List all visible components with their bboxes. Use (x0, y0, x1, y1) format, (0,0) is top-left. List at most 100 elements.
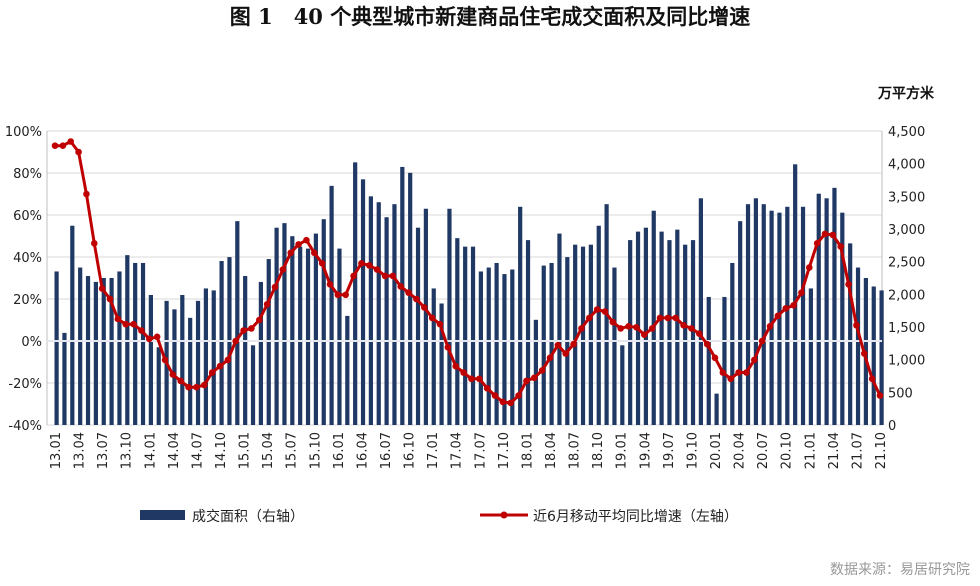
legend-line-marker (500, 511, 508, 519)
bar (824, 198, 829, 425)
right-tick-label: 1,500 (888, 321, 925, 336)
line-marker (169, 371, 177, 378)
line-series (51, 138, 884, 407)
line-marker (208, 369, 216, 376)
right-axis-unit: 万平方米 (877, 85, 935, 102)
line-marker (876, 392, 884, 399)
line-marker (240, 327, 247, 334)
line-marker (232, 337, 240, 345)
line-marker (193, 383, 200, 391)
bar (117, 271, 122, 425)
line-marker (868, 375, 876, 383)
line-marker (475, 375, 483, 383)
bar (408, 172, 413, 425)
x-tick-label: 18.07 (568, 432, 583, 469)
x-tick-label: 21.07 (850, 432, 865, 469)
bar (360, 179, 366, 425)
bar (203, 288, 208, 425)
bar (156, 347, 161, 425)
bar (235, 221, 240, 425)
x-tick-label: 21.01 (803, 432, 818, 469)
line-marker (358, 260, 365, 267)
x-tick-label: 14.01 (143, 432, 158, 469)
bar (423, 208, 428, 425)
right-tick-label: 1,000 (888, 354, 925, 369)
bar (549, 262, 554, 425)
line-marker (303, 236, 310, 244)
legend-bar-swatch (140, 510, 185, 520)
line-marker (798, 289, 805, 297)
line-marker (585, 314, 593, 322)
bar (730, 262, 735, 425)
line-marker (318, 260, 326, 267)
line-marker (295, 241, 302, 248)
left-tick-label: 80% (13, 167, 42, 182)
bar (376, 202, 381, 425)
bar (848, 243, 853, 425)
bar (745, 204, 751, 425)
bar (329, 185, 334, 425)
bar (180, 294, 185, 425)
left-tick-label: 0% (21, 335, 42, 350)
line-marker (405, 289, 412, 297)
line-marker (656, 314, 664, 322)
line-marker (562, 350, 570, 357)
line-marker (625, 323, 632, 330)
line-marker (468, 375, 475, 383)
bar (384, 217, 389, 425)
line-marker (153, 333, 161, 341)
bar (533, 319, 538, 425)
left-tick-label: -40% (8, 419, 42, 434)
line-marker (711, 354, 719, 362)
bar-series (54, 162, 884, 426)
line-marker (216, 362, 224, 370)
source-note: 数据来源：易居研究院 (830, 562, 970, 578)
x-tick-label: 15.10 (308, 432, 323, 469)
line-marker (287, 249, 295, 257)
line-marker (271, 283, 279, 291)
bar (722, 296, 727, 425)
line-marker (373, 266, 381, 273)
bar (305, 248, 311, 425)
bar (494, 262, 499, 425)
line-marker (365, 262, 373, 269)
line-marker (342, 291, 350, 299)
bar (667, 240, 672, 425)
bar (93, 281, 98, 425)
line-marker (672, 314, 680, 322)
x-tick-label: 17.10 (497, 432, 512, 469)
line-marker (601, 308, 609, 315)
line-marker (452, 362, 460, 370)
bar (871, 286, 876, 425)
bar (612, 267, 617, 425)
bar (415, 227, 421, 425)
bar (258, 281, 263, 425)
right-tick-label: 2,500 (888, 256, 925, 271)
bar (580, 246, 586, 425)
line-marker (719, 369, 727, 376)
x-tick-label: 15.07 (285, 432, 300, 469)
bar (761, 204, 766, 425)
left-tick-label: 20% (13, 293, 42, 308)
bar (109, 278, 114, 425)
bar (596, 225, 601, 425)
x-tick-label: 14.07 (190, 432, 205, 469)
x-tick-label: 15.01 (238, 432, 253, 469)
bar (738, 221, 743, 425)
line-marker (59, 142, 67, 149)
bar (337, 248, 342, 425)
line-marker (609, 318, 617, 326)
x-tick-label: 19.01 (615, 432, 630, 469)
right-tick-label: 0 (888, 419, 896, 434)
x-tick-label: 16.10 (403, 432, 418, 469)
line-marker (680, 321, 687, 329)
right-tick-label: 3,500 (888, 190, 925, 205)
bar (148, 294, 153, 425)
line-marker (130, 320, 137, 328)
left-axis: 100% 80% 60% 40% 20% 0% -20% -40% (5, 125, 42, 434)
x-tick-label: 19.04 (638, 432, 653, 469)
bar (690, 240, 696, 425)
bar (478, 271, 483, 425)
line-marker (805, 264, 813, 271)
line-marker (546, 354, 554, 362)
